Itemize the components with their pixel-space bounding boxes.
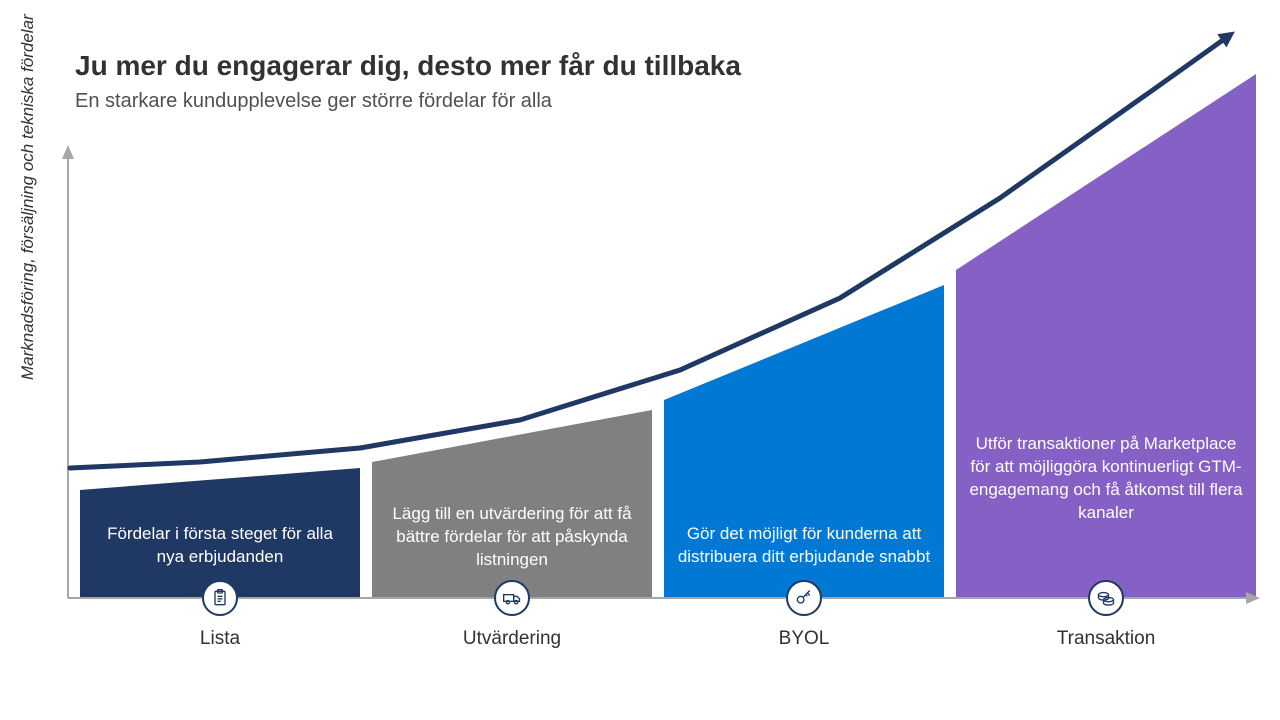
bar-text-utvardering: Lägg till en utvärdering för att få bätt…	[384, 503, 640, 572]
bar-text-transaktion: Utför transaktioner på Marketplace för a…	[968, 433, 1244, 525]
coins-icon	[1088, 580, 1124, 616]
truck-icon	[494, 580, 530, 616]
x-label-transaktion: Transaktion	[956, 628, 1256, 650]
clipboard-icon	[202, 580, 238, 616]
growth-chart	[0, 0, 1280, 720]
x-label-byol: BYOL	[664, 628, 944, 650]
y-axis-arrow	[62, 145, 74, 159]
key-icon	[786, 580, 822, 616]
bar-text-lista: Fördelar i första steget för alla nya er…	[92, 523, 348, 569]
x-label-lista: Lista	[80, 628, 360, 650]
x-label-utvardering: Utvärdering	[372, 628, 652, 650]
bar-text-byol: Gör det möjligt för kunderna att distrib…	[676, 523, 932, 569]
